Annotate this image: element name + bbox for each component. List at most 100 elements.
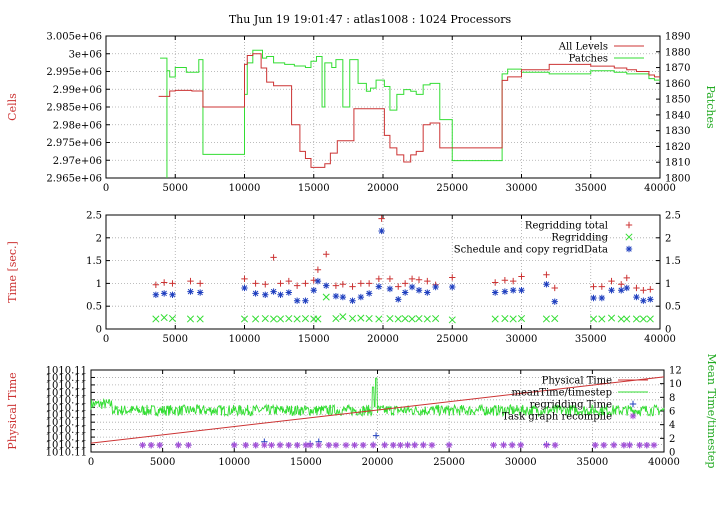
data-point	[623, 315, 631, 323]
data-point	[348, 314, 357, 323]
x-tick-label: 30000	[506, 334, 538, 345]
y2-tick-label: 1850	[665, 95, 690, 106]
data-point	[518, 273, 525, 280]
data-point	[314, 277, 322, 285]
legend-label: regridding Time	[530, 400, 612, 411]
data-point	[276, 315, 285, 323]
y2-tick-label: 2	[665, 233, 671, 244]
x-tick-label: 5000	[150, 457, 175, 468]
data-point	[551, 314, 559, 323]
data-point	[139, 441, 146, 449]
x-tick-label: 40000	[644, 334, 676, 345]
data-point	[448, 316, 456, 324]
data-point	[314, 266, 322, 273]
data-point	[252, 315, 260, 323]
y-tick-label: 0	[96, 325, 102, 336]
data-point	[252, 280, 259, 287]
y2-tick-label: 1800	[665, 174, 690, 185]
data-point	[196, 315, 204, 323]
data-point	[610, 441, 618, 449]
data-point	[643, 441, 651, 449]
x-tick-label: 30000	[505, 457, 537, 468]
data-point	[397, 441, 404, 449]
data-point	[633, 284, 640, 292]
data-point	[294, 441, 301, 449]
data-point	[349, 297, 356, 304]
data-point	[424, 277, 431, 285]
legend-label: Patches	[569, 54, 608, 65]
y-tick-label: 1010.11	[46, 388, 87, 399]
data-point	[501, 277, 509, 284]
legend-marker	[629, 400, 637, 408]
data-point	[332, 314, 340, 323]
data-point	[322, 293, 330, 301]
y-tick-label: 1010.11	[46, 366, 87, 377]
data-point	[270, 288, 277, 295]
data-point	[590, 283, 597, 290]
series-mean-time-line	[90, 377, 665, 418]
data-point	[357, 280, 365, 287]
data-point	[423, 315, 431, 323]
data-point	[339, 293, 347, 301]
data-point	[270, 254, 277, 261]
y2-tick-label: 1880	[665, 47, 690, 58]
x-tick-label: 10000	[229, 183, 261, 194]
x-tick-label: 20000	[367, 183, 399, 194]
data-point	[357, 314, 365, 322]
y-tick-label: 1010.11	[46, 373, 87, 384]
data-point	[640, 287, 647, 294]
data-point	[633, 293, 640, 301]
data-point	[551, 441, 559, 449]
data-point	[386, 275, 394, 283]
y-tick-label: 2.985e+06	[46, 103, 102, 114]
y2-tick-label: 1860	[665, 79, 690, 90]
y2-tick-label: 1	[665, 279, 671, 290]
data-point	[623, 284, 630, 292]
y-tick-label: 1	[96, 279, 102, 290]
data-point	[378, 215, 385, 222]
data-point	[240, 315, 249, 323]
data-point	[262, 281, 269, 288]
data-point	[351, 441, 358, 449]
data-point	[501, 288, 509, 295]
data-point	[395, 296, 402, 303]
data-point	[509, 315, 517, 323]
data-point	[542, 315, 550, 323]
y-tick-label: 2.5	[86, 211, 102, 222]
y-tick-label: 3.005e+06	[46, 32, 102, 43]
data-point	[607, 314, 616, 322]
legend-label: Regridding	[551, 233, 608, 244]
data-point	[517, 314, 526, 323]
data-point	[152, 281, 160, 288]
data-point	[608, 287, 615, 294]
data-point	[147, 441, 155, 449]
data-point	[302, 280, 309, 287]
data-point	[160, 279, 168, 286]
data-point	[650, 441, 658, 449]
data-point	[551, 298, 558, 305]
data-point	[357, 293, 365, 301]
x-tick-label: 0	[103, 334, 109, 345]
y-tick-label: 2.98e+06	[53, 120, 102, 131]
series-all-levels-line	[158, 53, 660, 168]
y-tick-label: 1010.11	[46, 440, 87, 451]
x-tick-label: 25000	[436, 334, 468, 345]
data-point	[310, 277, 317, 284]
data-point	[285, 314, 293, 323]
plot-border	[105, 214, 661, 330]
data-point	[315, 441, 322, 449]
x-tick-label: 15000	[298, 183, 330, 194]
y2-tick-label: 4	[669, 420, 675, 431]
data-point	[501, 314, 509, 323]
data-point	[302, 297, 309, 304]
data-point	[375, 315, 383, 323]
data-point	[242, 441, 249, 449]
y-tick-label: 1010.11	[46, 448, 87, 459]
data-point	[365, 290, 373, 297]
legend-marker	[625, 245, 633, 253]
data-point	[365, 314, 373, 323]
data-point	[394, 315, 402, 323]
data-point	[490, 441, 497, 449]
legend-label: Task graph recompile	[502, 412, 612, 423]
